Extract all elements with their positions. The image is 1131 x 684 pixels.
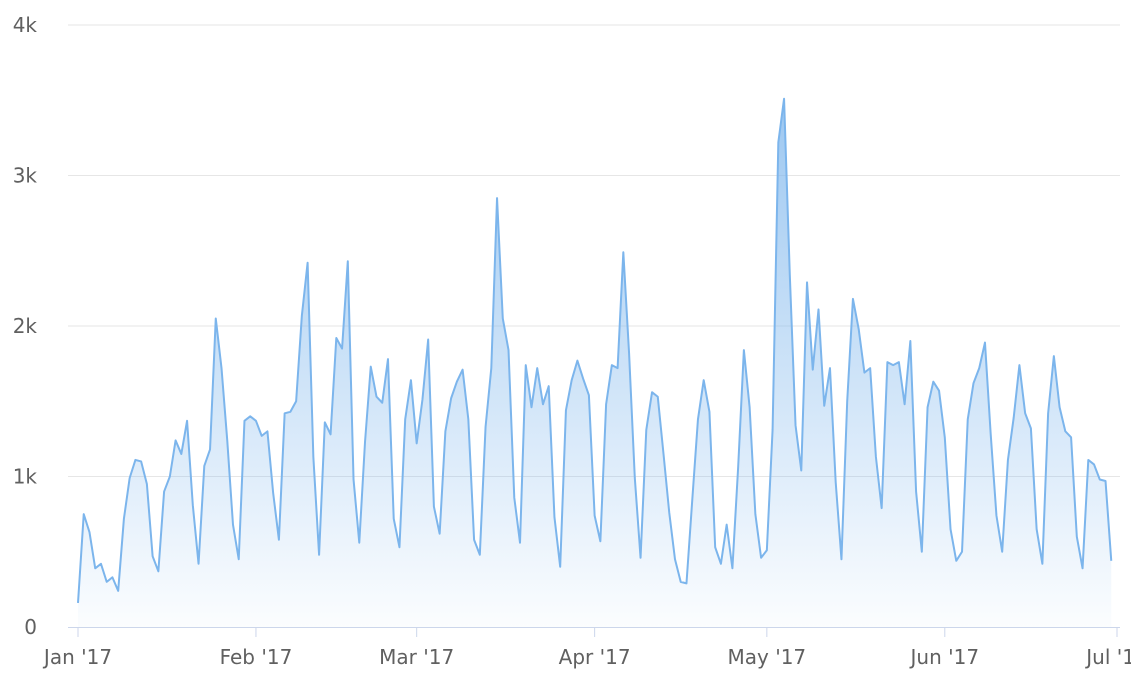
series-area	[77, 97, 1113, 627]
x-tick-label-2017-02-01: Feb '17	[220, 645, 293, 669]
x-tick-label-2017-01-01: Jan '17	[42, 645, 112, 669]
series-line	[77, 97, 1113, 603]
x-tick-label-2017-07-01: Jul '17	[1084, 645, 1131, 669]
y-tick-label-0: 0	[24, 615, 37, 639]
y-axis-labels: 0 1k 2k 3k 4k	[13, 13, 38, 639]
x-tick-label-2017-03-01: Mar '17	[379, 645, 454, 669]
y-tick-label-2k: 2k	[13, 314, 38, 338]
gridlines	[68, 24, 1120, 477]
x-tick-label-2017-05-01: May '17	[728, 645, 807, 669]
y-tick-label-4k: 4k	[13, 13, 38, 37]
series-fill	[78, 98, 1112, 627]
y-tick-label-1k: 1k	[13, 465, 38, 489]
y-tick-label-3k: 3k	[13, 164, 38, 188]
x-axis: Jan '17 Feb '17 Mar '17 Apr '17 May '17 Jun '…	[42, 627, 1131, 669]
x-tick-label-2017-06-01: Jun '17	[909, 645, 980, 669]
x-tick-label-2017-04-01: Apr '17	[559, 645, 631, 669]
